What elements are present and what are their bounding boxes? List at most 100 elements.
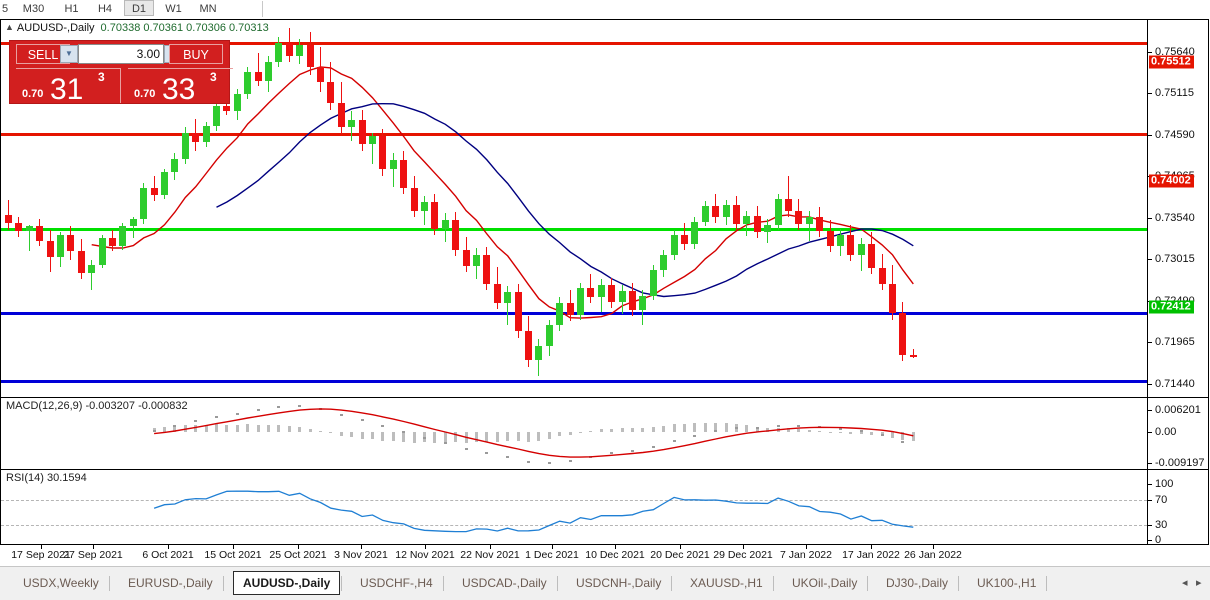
timeframe-button-d1[interactable]: D1	[124, 0, 154, 16]
price-level-line[interactable]	[1, 132, 1147, 136]
candle-body	[306, 45, 314, 67]
candle-body	[161, 172, 168, 196]
rsi-scale: 100 70 30 0	[1147, 470, 1208, 544]
candle-body	[129, 219, 137, 227]
symbol-tab-usdx-weekly[interactable]: USDX,Weekly	[23, 576, 99, 590]
candle-body	[566, 303, 574, 316]
macd-histogram-bar	[194, 424, 198, 432]
macd-histogram-bar	[891, 432, 894, 438]
candle-body	[348, 119, 356, 127]
symbol-tab-usdcnh-daily[interactable]: USDCNH-,Daily	[576, 576, 662, 590]
candle-wick	[808, 210, 810, 241]
macd-histogram-bar	[631, 428, 634, 432]
macd-main-line-dot	[714, 429, 718, 432]
candle-body	[296, 45, 304, 56]
symbol-tab-audusd-daily[interactable]: AUDUSD-,Daily	[233, 571, 341, 595]
candle-body	[909, 354, 917, 357]
tab-scroll-left-icon[interactable]: ◂	[1182, 577, 1188, 589]
tab-separator	[223, 576, 224, 591]
macd-histogram-bar	[443, 432, 447, 443]
candle-body	[670, 234, 678, 256]
date-tick	[933, 545, 934, 549]
macd-histogram-bar	[485, 432, 489, 442]
price-plot[interactable]	[1, 20, 1147, 397]
macd-histogram-bar	[693, 423, 697, 432]
date-tick	[425, 545, 426, 549]
macd-histogram-bar	[787, 428, 790, 432]
sell-price-big: 31	[50, 73, 84, 106]
buy-button[interactable]: BUY	[169, 44, 223, 64]
macd-histogram-bar	[246, 424, 250, 432]
macd-histogram-bar	[537, 432, 541, 441]
timeframe-button-h1[interactable]: H1	[64, 3, 79, 15]
macd-histogram-bar	[755, 426, 759, 432]
date-tick	[233, 545, 234, 549]
macd-histogram-bar	[610, 428, 614, 432]
timeframe-toolbar: 5 M30 H1 H4 D1 W1 MN	[0, 0, 1210, 18]
symbol-tab-xauusd-h1[interactable]: XAUUSD-,H1	[690, 576, 763, 590]
volume-input[interactable]: 3.00 ▼ ▲	[60, 44, 182, 64]
symbol-tab-usdcad-daily[interactable]: USDCAD-,Daily	[462, 576, 547, 590]
macd-histogram-bar	[745, 425, 749, 432]
moving-average-line	[216, 102, 914, 298]
macd-main-line-dot	[360, 419, 364, 422]
symbol-tab-eurusd-daily[interactable]: EURUSD-,Daily	[128, 576, 213, 590]
date-axis-label: 29 Dec 2021	[713, 549, 773, 561]
price-scale[interactable]: 0.756400.751150.745900.740650.735400.730…	[1147, 20, 1208, 397]
macd-title: MACD(12,26,9) -0.003207 -0.000832	[6, 400, 188, 412]
sell-price-quote[interactable]: 0.70 31 3	[16, 68, 121, 106]
tab-scroll-right-icon[interactable]: ▸	[1196, 577, 1202, 589]
rsi-pane[interactable]: RSI(14) 30.1594 100 70 30 0	[1, 470, 1208, 544]
tab-separator	[773, 576, 774, 591]
macd-histogram-bar	[849, 432, 853, 434]
price-level-label-red[interactable]: 0.74002	[1149, 174, 1194, 188]
macd-histogram-bar	[527, 432, 530, 442]
macd-histogram-bar	[433, 432, 437, 443]
price-level-line[interactable]	[1, 42, 1147, 46]
price-level-line[interactable]	[1, 228, 1147, 232]
buy-price-quote[interactable]: 0.70 33 3	[128, 68, 233, 106]
price-level-line[interactable]	[1, 312, 1147, 316]
date-axis-label: 26 Jan 2022	[904, 549, 962, 561]
timeframe-button-h4[interactable]: H4	[97, 3, 113, 15]
macd-main-line-dot	[506, 455, 510, 458]
price-scale-label: 0.73015	[1155, 253, 1195, 265]
timeframe-button-mn[interactable]: MN	[199, 3, 217, 15]
candle-body	[337, 102, 345, 127]
candle-body	[171, 159, 179, 173]
price-tick	[1148, 218, 1152, 219]
macd-histogram-bar	[662, 425, 666, 432]
candle-body	[618, 291, 626, 302]
macd-main-line-dot	[485, 451, 489, 454]
macd-histogram-bar	[329, 432, 333, 433]
symbol-tab-ukoil-daily[interactable]: UKOil-,Daily	[792, 576, 858, 590]
timeframe-button-m30[interactable]: M30	[22, 3, 45, 15]
macd-pane[interactable]: MACD(12,26,9) -0.003207 -0.000832 0.0062…	[1, 398, 1208, 470]
macd-histogram-bar	[215, 424, 218, 432]
macd-main-line-dot	[880, 434, 884, 437]
macd-main-line-dot	[735, 427, 738, 430]
rsi-plot[interactable]	[1, 470, 1147, 544]
collapse-triangle-icon[interactable]: ▲	[5, 22, 14, 32]
timeframe-button-5[interactable]: 5	[1, 3, 9, 15]
candle-body	[556, 303, 564, 325]
symbol-tab-uk100-h1[interactable]: UK100-,H1	[977, 576, 1037, 590]
price-level-line[interactable]	[1, 379, 1147, 383]
timeframe-button-w1[interactable]: W1	[165, 3, 182, 15]
macd-plot[interactable]	[1, 398, 1147, 469]
macd-main-line-dot	[568, 459, 572, 462]
price-tick	[1148, 93, 1152, 94]
candle-body	[545, 324, 553, 347]
sell-price-fraction: 3	[98, 70, 105, 84]
price-level-label-green[interactable]: 0.72412	[1149, 300, 1194, 314]
date-axis[interactable]: 17 Sep 2021 27 Sep 2021 6 Oct 2021 15 Oct 2…	[1, 544, 1208, 564]
macd-main-line-dot	[859, 430, 863, 433]
symbol-tab-usdchf-h4[interactable]: USDCHF-,H4	[360, 576, 433, 590]
candle-body	[691, 221, 699, 245]
candle-body	[847, 234, 855, 256]
candle-body	[67, 234, 75, 251]
symbol-tab-dj30-daily[interactable]: DJ30-,Daily	[886, 576, 949, 590]
price-level-label-red[interactable]: 0.75512	[1149, 55, 1194, 69]
candle-body	[608, 285, 616, 302]
volume-decrement-icon[interactable]: ▼	[60, 45, 78, 63]
